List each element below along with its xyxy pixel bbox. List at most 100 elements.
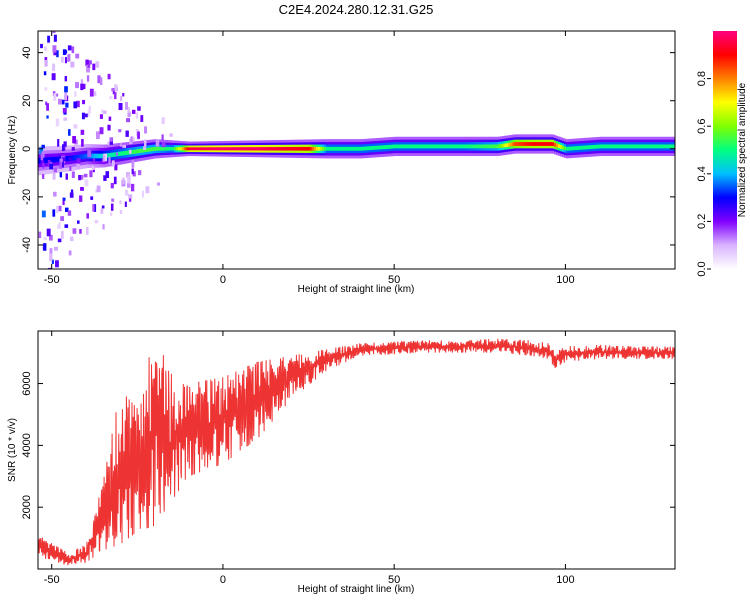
- heatmap-cell: [576, 146, 579, 150]
- heatmap-cell: [440, 144, 443, 149]
- heatmap-cell: [606, 144, 609, 149]
- heatmap-noise-cell: [71, 46, 75, 54]
- heatmap-cell: [214, 147, 217, 151]
- heatmap-cell: [654, 144, 657, 149]
- heatmap-cell: [106, 153, 109, 158]
- heatmap-noise-cell: [169, 133, 173, 137]
- heatmap-cell: [250, 147, 253, 151]
- y-tick-label: 40: [21, 47, 33, 59]
- heatmap-cell: [206, 147, 209, 151]
- heatmap-cell: [334, 146, 337, 151]
- heatmap-cell: [394, 144, 397, 149]
- heatmap-noise-cell: [64, 92, 68, 101]
- heatmap-cell: [524, 142, 527, 146]
- heatmap-cell: [278, 147, 281, 151]
- heatmap-noise-cell: [99, 127, 104, 135]
- heatmap-cell: [296, 146, 299, 151]
- heatmap-cell: [548, 142, 551, 146]
- heatmap-cell: [390, 144, 393, 149]
- heatmap-noise-cell: [52, 63, 56, 72]
- heatmap-cell: [642, 144, 645, 149]
- heatmap-noise-cell: [80, 83, 84, 91]
- heatmap-cell: [276, 147, 279, 151]
- heatmap-cell: [546, 142, 549, 146]
- heatmap-noise-cell: [81, 139, 84, 147]
- heatmap-noise-cell: [68, 157, 72, 161]
- heatmap-cell: [376, 145, 379, 150]
- heatmap-cell: [384, 145, 387, 150]
- heatmap-noise-cell: [85, 59, 89, 67]
- heatmap-noise-cell: [44, 57, 48, 61]
- snr-x-axis-label: Height of straight line (km): [298, 584, 415, 595]
- heatmap-cell: [460, 144, 463, 149]
- colorbar-ticks: 0.0 0.2 0.4 0.6 0.8: [696, 71, 711, 277]
- heatmap-noise-cell: [70, 61, 75, 68]
- heatmap-cell: [562, 145, 565, 150]
- heatmap-noise-cell: [80, 129, 85, 135]
- colorbar-tick-label: 0.4: [696, 166, 708, 181]
- heatmap-cell: [538, 142, 541, 146]
- heatmap-noise-cell: [79, 228, 82, 234]
- heatmap-cell: [148, 147, 151, 152]
- heatmap-noise-cell: [86, 75, 90, 82]
- snr-marks: [38, 338, 675, 566]
- heatmap-cell: [242, 147, 245, 151]
- spectrogram-y-axis-label: Frequency (Hz): [7, 116, 18, 185]
- heatmap-cell: [528, 142, 531, 146]
- heatmap-noise-cell: [55, 93, 59, 97]
- spectrogram-frame: [37, 30, 676, 270]
- heatmap-noise-cell: [119, 209, 123, 214]
- heatmap-cell: [318, 146, 321, 151]
- heatmap-cell: [338, 146, 341, 151]
- heatmap-noise-cell: [83, 173, 88, 178]
- heatmap-cell: [158, 146, 161, 151]
- heatmap-noise-cell: [58, 222, 61, 229]
- heatmap-cell: [600, 144, 603, 149]
- heatmap-cell: [432, 144, 435, 149]
- heatmap-cell: [582, 145, 585, 150]
- heatmap-cell: [478, 144, 481, 149]
- x-tick-label: 100: [556, 574, 574, 586]
- heatmap-noise-cell: [119, 200, 122, 204]
- heatmap-cell: [590, 145, 593, 149]
- heatmap-noise-cell: [114, 164, 118, 171]
- heatmap-cell: [656, 144, 659, 149]
- heatmap-cell: [398, 144, 401, 149]
- heatmap-cell: [618, 144, 621, 149]
- heatmap-cell: [388, 144, 391, 149]
- y-tick-label: 6000: [21, 371, 33, 395]
- heatmap-cell: [480, 144, 483, 149]
- heatmap-cell: [458, 144, 461, 149]
- heatmap-noise-cell: [42, 173, 45, 179]
- heatmap-cell: [162, 146, 165, 151]
- heatmap-cell: [430, 144, 433, 149]
- heatmap-noise-cell: [61, 99, 65, 105]
- heatmap-cell: [166, 147, 169, 151]
- heatmap-noise-cell: [41, 144, 45, 149]
- heatmap-noise-cell: [48, 267, 52, 269]
- heatmap-cell: [446, 144, 449, 149]
- heatmap-noise-cell: [92, 158, 96, 163]
- heatmap-noise-cell: [110, 212, 113, 216]
- heatmap-noise-cell: [64, 57, 67, 64]
- heatmap-noise-cell: [51, 73, 56, 81]
- heatmap-cell: [282, 147, 285, 151]
- heatmap-noise-cell: [93, 91, 97, 96]
- heatmap-cell: [192, 147, 195, 151]
- heatmap-cell: [368, 146, 371, 151]
- heatmap-cell: [234, 147, 237, 151]
- heatmap-noise-cell: [81, 83, 86, 90]
- heatmap-cell: [160, 146, 163, 151]
- heatmap-noise-cell: [39, 147, 44, 155]
- heatmap-cell: [216, 147, 219, 151]
- heatmap-noise-cell: [102, 224, 105, 230]
- heatmap-noise-cell: [144, 139, 147, 147]
- heatmap-cell: [54, 156, 57, 163]
- heatmap-cell: [608, 144, 611, 149]
- heatmap-cell: [598, 144, 601, 149]
- heatmap-noise-cell: [89, 88, 94, 97]
- heatmap-cell: [224, 147, 227, 151]
- heatmap-cell: [156, 146, 159, 151]
- heatmap-cell: [620, 144, 623, 149]
- heatmap-cell: [112, 152, 115, 157]
